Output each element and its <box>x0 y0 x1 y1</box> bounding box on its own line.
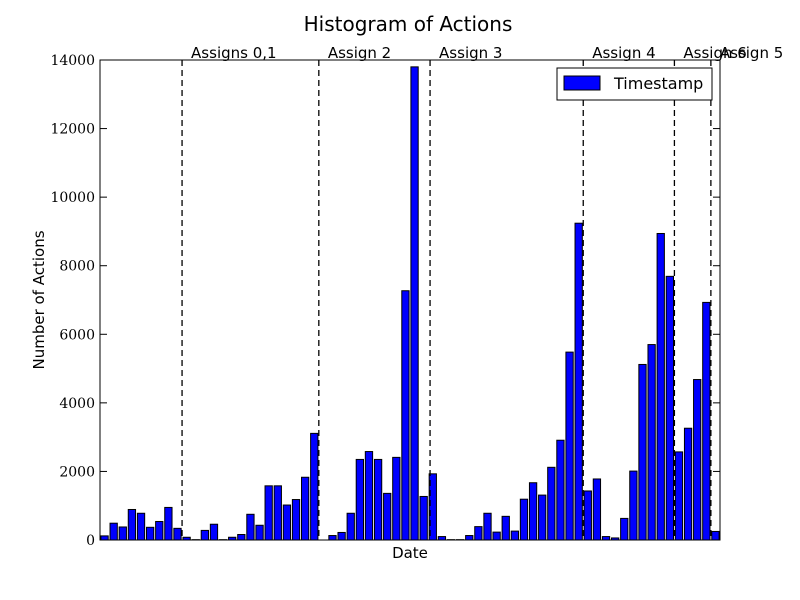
bar-35 <box>419 495 428 541</box>
bar-49 <box>547 466 556 541</box>
bar-0 <box>100 535 109 541</box>
bar-8 <box>173 527 182 541</box>
bar-33 <box>401 290 410 541</box>
bar-53 <box>583 490 592 541</box>
bar-5 <box>146 526 155 541</box>
bar-20 <box>282 504 292 541</box>
bar-48 <box>538 494 547 541</box>
y-tick-label-0: 0 <box>86 533 95 549</box>
bar-63 <box>674 451 684 541</box>
assignment-label-5: Assign 5 <box>720 44 783 62</box>
bar-7 <box>164 506 173 541</box>
bar-64 <box>683 427 693 541</box>
chart-title: Histogram of Actions <box>304 12 513 36</box>
y-tick-label-1: 2000 <box>59 464 95 480</box>
bar-60 <box>647 344 656 541</box>
bar-25 <box>328 535 337 541</box>
bar-18 <box>264 485 273 541</box>
bar-30 <box>373 458 383 541</box>
assignment-lines-group <box>181 60 712 540</box>
bar-3 <box>127 508 137 541</box>
y-tick-label-6: 12000 <box>50 122 95 138</box>
bar-40 <box>465 535 474 541</box>
bar-58 <box>629 470 638 541</box>
bar-67 <box>711 530 720 541</box>
bar-6 <box>155 520 164 541</box>
bar-41 <box>474 526 483 541</box>
bar-15 <box>237 534 246 541</box>
bar-37 <box>437 536 447 541</box>
bar-16 <box>246 513 255 541</box>
legend-label-timestamp: Timestamp <box>613 74 703 93</box>
bar-55 <box>601 536 611 541</box>
bar-32 <box>392 456 401 541</box>
bar-27 <box>346 512 355 541</box>
bar-46 <box>519 498 529 541</box>
y-axis-label: Number of Actions <box>30 230 48 369</box>
bar-23 <box>310 432 319 541</box>
bar-28 <box>355 458 364 541</box>
bar-12 <box>209 523 219 541</box>
bar-22 <box>301 476 310 541</box>
plot-frame <box>99 59 721 541</box>
y-tick-label-7: 14000 <box>50 53 95 69</box>
bar-51 <box>565 351 574 541</box>
bar-34 <box>410 66 419 541</box>
bar-42 <box>483 512 492 541</box>
bar-45 <box>510 530 519 541</box>
bar-61 <box>656 232 665 541</box>
x-axis-label: Date <box>392 544 428 562</box>
bar-54 <box>592 478 602 541</box>
bar-43 <box>492 531 501 541</box>
assignment-label-0: Assigns 0,1 <box>191 44 277 62</box>
bar-57 <box>620 517 629 541</box>
assignment-label-1: Assign 2 <box>328 44 391 62</box>
bar-1 <box>109 522 118 541</box>
y-tick-label-5: 10000 <box>50 190 95 206</box>
bar-44 <box>501 515 510 541</box>
bar-4 <box>136 512 146 541</box>
bar-47 <box>528 482 538 541</box>
bar-19 <box>273 485 282 541</box>
legend-swatch <box>563 75 601 91</box>
bar-2 <box>118 526 127 541</box>
assignment-label-2: Assign 3 <box>439 44 502 62</box>
bar-17 <box>255 524 264 541</box>
bar-50 <box>556 439 565 541</box>
y-tick-label-2: 4000 <box>59 396 95 412</box>
bar-66 <box>702 301 711 541</box>
annotation-labels: Assigns 0,1 Assign 2 Assign 3 Assign 4 Assig… <box>191 44 783 62</box>
assignment-label-4: Assign 6 <box>683 44 746 62</box>
bar-62 <box>665 275 675 541</box>
y-tick-label-3: 6000 <box>59 327 95 343</box>
bar-31 <box>383 492 392 541</box>
legend: Timestamp <box>556 67 713 101</box>
bar-29 <box>364 451 374 541</box>
bar-65 <box>693 379 702 541</box>
bar-11 <box>200 529 210 541</box>
bar-26 <box>337 531 346 541</box>
assignment-label-3: Assign 4 <box>592 44 655 62</box>
y-axis-ticks: 0 2000 4000 6000 8000 10000 12000 14000 <box>50 53 720 549</box>
y-tick-label-4: 8000 <box>59 259 95 275</box>
bar-21 <box>291 499 301 541</box>
bars-group <box>100 66 720 541</box>
bar-52 <box>574 222 583 541</box>
bar-59 <box>638 363 647 541</box>
